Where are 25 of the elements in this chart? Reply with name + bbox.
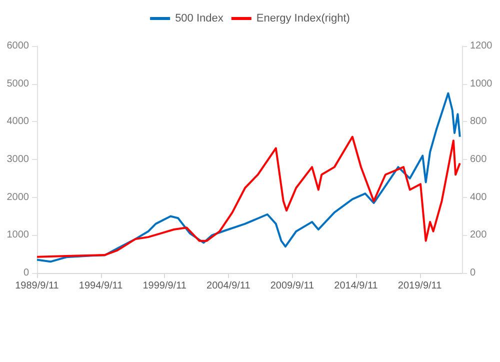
x-tick-label: 1999/9/11 [142,280,187,292]
line-series [36,136,461,258]
legend-label: Energy Index(right) [256,12,350,24]
y2-tick-label: 1200 [470,40,493,52]
legend-label: 500 Index [175,12,224,24]
y-tick-label: 3000 [6,154,30,165]
y2-tick-label: 0 [470,268,476,278]
x-tick-label: 2019/9/11 [398,280,442,292]
y-tick-label: 4000 [6,116,30,128]
y2-tick-label: 600 [470,154,488,165]
line-series [36,92,461,263]
y2-tick-label: 1000 [470,78,493,90]
y-tick-label: 6000 [6,40,30,52]
y-tick-label: 2000 [6,192,30,203]
x-tick-label: 2004/9/11 [206,280,251,292]
x-tick-label: 1989/9/11 [15,280,60,292]
x-tick-label: 2014/9/11 [334,280,378,292]
x-tick-label: 2009/9/11 [270,280,315,292]
y2-tick-label: 200 [470,230,488,241]
y2-tick-label: 800 [470,116,488,128]
x-tick-label: 1994/9/11 [78,280,124,292]
y2-tick-label: 400 [470,192,488,203]
y-tick-label: 1000 [6,230,30,241]
y-tick-label: 0 [23,268,30,278]
y-tick-label: 5000 [6,78,30,90]
